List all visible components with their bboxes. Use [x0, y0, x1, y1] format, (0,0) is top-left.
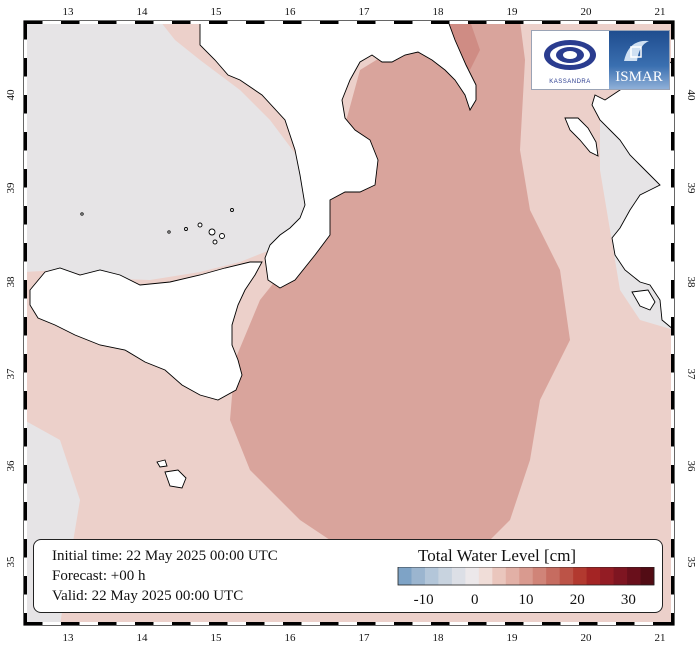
corfu-island: [564, 117, 599, 157]
aeolian-island-6: [230, 208, 234, 212]
aeolian-island-3: [197, 222, 203, 228]
lat-label-left-36: 36: [5, 460, 17, 472]
colorbar-swatch: [532, 567, 547, 585]
small-island: [80, 212, 84, 216]
aeolian-island-5: [184, 227, 188, 231]
lon-label-bottom-13: 13: [63, 632, 75, 644]
malta-island: [164, 469, 187, 489]
kassandra-logo: KASSANDRA: [532, 31, 608, 89]
lon-label-top-14: 14: [137, 6, 149, 18]
italy-mainland: [160, 21, 674, 289]
aeolian-island-1: [208, 228, 216, 236]
lon-label-bottom-20: 20: [581, 632, 593, 644]
lat-label-left-37: 37: [5, 368, 17, 380]
kassandra-logo-text: KASSANDRA: [549, 79, 591, 85]
lon-label-bottom-15: 15: [211, 632, 223, 644]
colorbar-swatch: [627, 567, 641, 585]
colorbar-label: 20: [570, 592, 585, 608]
colorbar-label: 10: [519, 592, 534, 608]
legend-title: Total Water Level [cm]: [418, 546, 577, 565]
ismar-wave-icon: [624, 40, 649, 61]
colorbar-swatch: [613, 567, 628, 585]
longitude-labels-top: 13 14 15 16 17 18 19 20 21: [63, 6, 666, 18]
lat-label-right-35: 35: [685, 557, 697, 569]
colorbar-swatch: [492, 567, 507, 585]
ustica-island: [167, 230, 171, 234]
longitude-labels-bottom: 13 14 15 16 17 18 19 20 21: [63, 632, 666, 644]
forecast-info: Initial time: 22 May 2025 00:00 UTC Fore…: [52, 546, 278, 606]
colorbar-swatch: [398, 567, 412, 585]
colorbar-swatch: [438, 567, 453, 585]
land: [29, 21, 674, 489]
colorbar-swatch: [559, 567, 574, 585]
colorbar-label: 0: [471, 592, 479, 608]
info-panel: Initial time: 22 May 2025 00:00 UTC Fore…: [33, 539, 663, 613]
lat-label-right-38: 38: [685, 277, 697, 289]
aeolian-island-4: [212, 239, 218, 245]
aeolian-island-2: [219, 233, 225, 239]
lat-label-right-37: 37: [685, 369, 697, 381]
valid-time-text: Valid: 22 May 2025 00:00 UTC: [52, 588, 244, 604]
lon-label-bottom-18: 18: [433, 632, 445, 644]
lon-label-bottom-16: 16: [285, 632, 297, 644]
latitude-labels-right: 35 36 37 38 39 40: [685, 90, 697, 569]
colorbar-swatch: [573, 567, 588, 585]
colorbar-swatch: [546, 567, 561, 585]
lon-label-top-18: 18: [433, 6, 445, 18]
colorbar-swatch: [465, 567, 480, 585]
lat-label-left-38: 38: [5, 276, 17, 288]
colorbar-frame: [397, 567, 655, 586]
ismar-logo: ISMAR: [609, 31, 669, 89]
lat-label-left-35: 35: [5, 556, 17, 568]
colorbar-swatch: [411, 567, 426, 585]
colorbar-label: 30: [621, 592, 636, 608]
colorbar-swatch: [600, 567, 614, 585]
lon-label-top-17: 17: [359, 6, 371, 18]
colorbar-swatch: [424, 567, 439, 585]
ionian-high-anomaly: [230, 21, 570, 575]
colorbar-swatch: [519, 567, 534, 585]
lat-label-right-40: 40: [685, 90, 697, 102]
lon-label-top-21: 21: [655, 6, 666, 18]
lon-label-bottom-21: 21: [655, 632, 666, 644]
tyrrhenian-low-anomaly: [24, 21, 310, 280]
colorbar-swatch: [505, 567, 520, 585]
frame-ticks: [24, 21, 674, 625]
colorbar-swatch: [451, 567, 466, 585]
lon-label-bottom-14: 14: [137, 632, 149, 644]
forecast-hour-text: Forecast: +00 h: [52, 568, 146, 584]
ismar-logo-text: ISMAR: [615, 69, 663, 85]
greece-coast: [591, 21, 674, 331]
lon-label-top-15: 15: [211, 6, 223, 18]
kassandra-eye-icon: [544, 40, 596, 70]
colorbar-swatch: [478, 567, 493, 585]
colorbar-label: -10: [414, 592, 434, 608]
colorbar: -10 0 10 20 30: [397, 567, 655, 608]
latitude-labels-left: 35 36 37 38 39 40: [5, 89, 17, 568]
lon-label-top-20: 20: [581, 6, 593, 18]
lat-label-left-39: 39: [5, 182, 17, 194]
lon-label-top-16: 16: [285, 6, 297, 18]
lon-label-top-19: 19: [507, 6, 519, 18]
initial-time-text: Initial time: 22 May 2025 00:00 UTC: [52, 548, 278, 564]
lat-label-right-36: 36: [685, 461, 697, 473]
lon-label-top-13: 13: [63, 6, 75, 18]
sicily: [29, 261, 263, 401]
lon-label-bottom-17: 17: [359, 632, 371, 644]
logo-panel: KASSANDRA ISMAR: [531, 30, 670, 90]
colorbar-swatch: [640, 567, 655, 585]
gozo-island: [156, 459, 168, 468]
lat-label-right-39: 39: [685, 183, 697, 195]
lat-label-left-40: 40: [5, 89, 17, 101]
lon-label-bottom-19: 19: [507, 632, 519, 644]
kefalonia-island: [631, 289, 656, 311]
colorbar-swatch: [586, 567, 601, 585]
